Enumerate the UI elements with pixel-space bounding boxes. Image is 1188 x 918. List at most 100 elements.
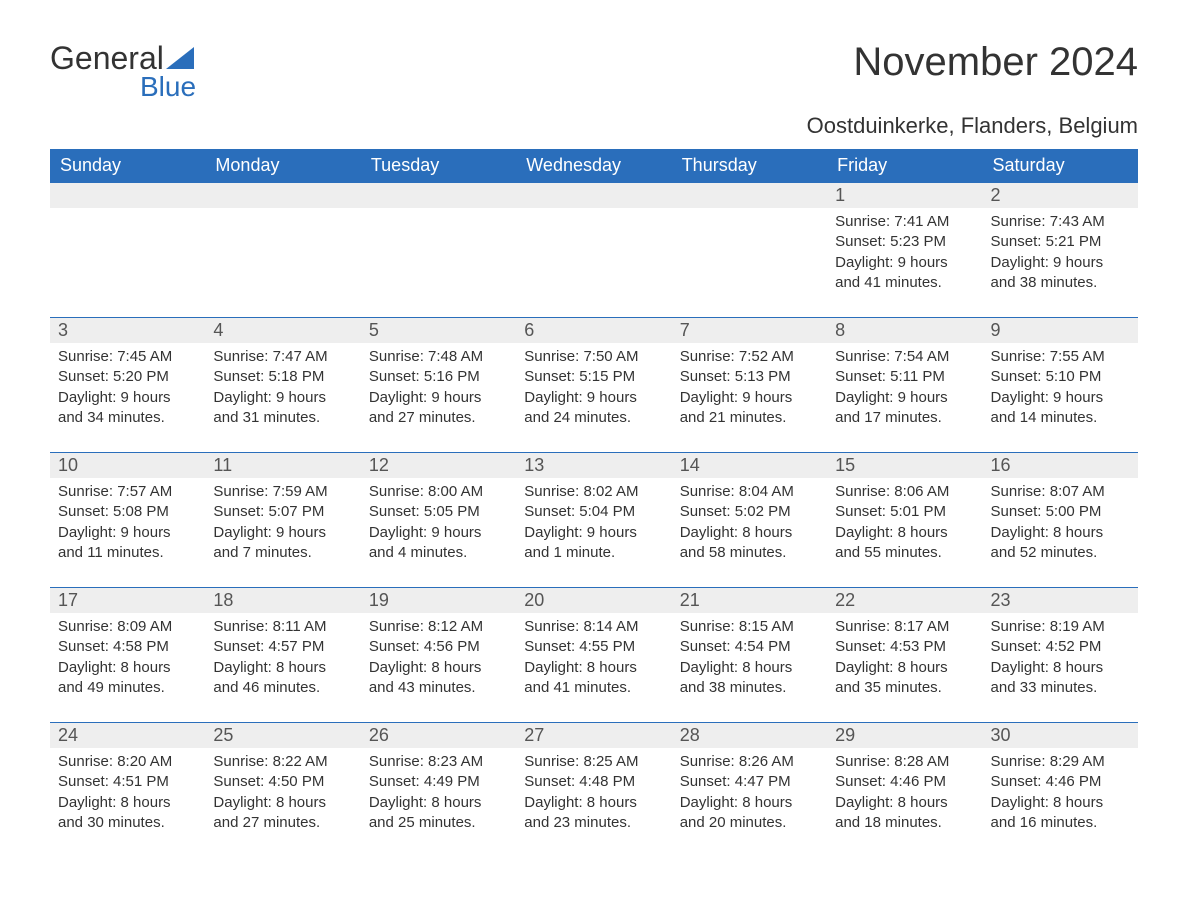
daylight-text-2: and 23 minutes. — [524, 813, 663, 833]
day-content: Sunrise: 8:29 AMSunset: 4:46 PMDaylight:… — [983, 748, 1138, 857]
calendar-cell: 14Sunrise: 8:04 AMSunset: 5:02 PMDayligh… — [672, 453, 827, 588]
sunrise-text: Sunrise: 8:04 AM — [680, 482, 819, 502]
empty-day-content — [516, 208, 671, 236]
sunset-text: Sunset: 4:52 PM — [991, 637, 1130, 657]
sunset-text: Sunset: 5:11 PM — [835, 367, 974, 387]
week-row: 17Sunrise: 8:09 AMSunset: 4:58 PMDayligh… — [50, 588, 1138, 723]
daylight-text-2: and 20 minutes. — [680, 813, 819, 833]
day-content: Sunrise: 8:06 AMSunset: 5:01 PMDaylight:… — [827, 478, 982, 587]
sunset-text: Sunset: 4:56 PM — [369, 637, 508, 657]
sunset-text: Sunset: 4:47 PM — [680, 772, 819, 792]
daylight-text-1: Daylight: 8 hours — [835, 793, 974, 813]
day-number: 17 — [50, 588, 205, 613]
empty-day-content — [361, 208, 516, 236]
sunrise-text: Sunrise: 8:29 AM — [991, 752, 1130, 772]
day-content: Sunrise: 8:20 AMSunset: 4:51 PMDaylight:… — [50, 748, 205, 857]
calendar-cell: 12Sunrise: 8:00 AMSunset: 5:05 PMDayligh… — [361, 453, 516, 588]
daylight-text-2: and 30 minutes. — [58, 813, 197, 833]
day-number: 7 — [672, 318, 827, 343]
calendar-cell — [50, 183, 205, 318]
sunrise-text: Sunrise: 8:19 AM — [991, 617, 1130, 637]
calendar-table: SundayMondayTuesdayWednesdayThursdayFrid… — [50, 149, 1138, 857]
daylight-text-2: and 16 minutes. — [991, 813, 1130, 833]
daylight-text-1: Daylight: 9 hours — [213, 388, 352, 408]
day-content: Sunrise: 7:41 AMSunset: 5:23 PMDaylight:… — [827, 208, 982, 317]
daylight-text-2: and 49 minutes. — [58, 678, 197, 698]
day-number: 30 — [983, 723, 1138, 748]
day-content: Sunrise: 8:15 AMSunset: 4:54 PMDaylight:… — [672, 613, 827, 722]
daylight-text-2: and 46 minutes. — [213, 678, 352, 698]
week-row: 1Sunrise: 7:41 AMSunset: 5:23 PMDaylight… — [50, 183, 1138, 318]
daylight-text-1: Daylight: 8 hours — [58, 793, 197, 813]
sunset-text: Sunset: 4:58 PM — [58, 637, 197, 657]
day-number: 4 — [205, 318, 360, 343]
sunset-text: Sunset: 5:13 PM — [680, 367, 819, 387]
daylight-text-2: and 34 minutes. — [58, 408, 197, 428]
day-content: Sunrise: 8:14 AMSunset: 4:55 PMDaylight:… — [516, 613, 671, 722]
sunrise-text: Sunrise: 7:54 AM — [835, 347, 974, 367]
sunset-text: Sunset: 5:18 PM — [213, 367, 352, 387]
day-content: Sunrise: 8:28 AMSunset: 4:46 PMDaylight:… — [827, 748, 982, 857]
day-header: Monday — [205, 149, 360, 183]
daylight-text-1: Daylight: 9 hours — [58, 523, 197, 543]
daylight-text-1: Daylight: 8 hours — [524, 793, 663, 813]
daylight-text-2: and 27 minutes. — [369, 408, 508, 428]
calendar-cell: 29Sunrise: 8:28 AMSunset: 4:46 PMDayligh… — [827, 723, 982, 858]
daylight-text-1: Daylight: 9 hours — [213, 523, 352, 543]
daylight-text-2: and 38 minutes. — [680, 678, 819, 698]
daylight-text-2: and 52 minutes. — [991, 543, 1130, 563]
sunset-text: Sunset: 4:55 PM — [524, 637, 663, 657]
daylight-text-1: Daylight: 8 hours — [58, 658, 197, 678]
calendar-cell: 23Sunrise: 8:19 AMSunset: 4:52 PMDayligh… — [983, 588, 1138, 723]
day-number: 21 — [672, 588, 827, 613]
day-number: 25 — [205, 723, 360, 748]
day-number: 5 — [361, 318, 516, 343]
location: Oostduinkerke, Flanders, Belgium — [50, 113, 1138, 139]
day-number: 26 — [361, 723, 516, 748]
day-content: Sunrise: 8:09 AMSunset: 4:58 PMDaylight:… — [50, 613, 205, 722]
sunset-text: Sunset: 5:21 PM — [991, 232, 1130, 252]
sunset-text: Sunset: 5:10 PM — [991, 367, 1130, 387]
sunset-text: Sunset: 5:20 PM — [58, 367, 197, 387]
day-content: Sunrise: 8:12 AMSunset: 4:56 PMDaylight:… — [361, 613, 516, 722]
daylight-text-1: Daylight: 8 hours — [991, 793, 1130, 813]
day-header: Thursday — [672, 149, 827, 183]
sunset-text: Sunset: 4:51 PM — [58, 772, 197, 792]
day-content: Sunrise: 7:45 AMSunset: 5:20 PMDaylight:… — [50, 343, 205, 452]
daylight-text-2: and 4 minutes. — [369, 543, 508, 563]
day-content: Sunrise: 8:11 AMSunset: 4:57 PMDaylight:… — [205, 613, 360, 722]
sunrise-text: Sunrise: 8:02 AM — [524, 482, 663, 502]
daylight-text-1: Daylight: 8 hours — [213, 658, 352, 678]
day-number: 20 — [516, 588, 671, 613]
day-header: Friday — [827, 149, 982, 183]
sunrise-text: Sunrise: 8:11 AM — [213, 617, 352, 637]
empty-day-content — [672, 208, 827, 236]
calendar-cell: 5Sunrise: 7:48 AMSunset: 5:16 PMDaylight… — [361, 318, 516, 453]
daylight-text-1: Daylight: 9 hours — [58, 388, 197, 408]
daylight-text-1: Daylight: 8 hours — [680, 793, 819, 813]
daylight-text-1: Daylight: 8 hours — [835, 658, 974, 678]
day-number: 19 — [361, 588, 516, 613]
calendar-cell — [205, 183, 360, 318]
daylight-text-1: Daylight: 9 hours — [835, 388, 974, 408]
day-number: 11 — [205, 453, 360, 478]
sunrise-text: Sunrise: 7:41 AM — [835, 212, 974, 232]
day-number: 1 — [827, 183, 982, 208]
day-header: Wednesday — [516, 149, 671, 183]
day-content: Sunrise: 7:43 AMSunset: 5:21 PMDaylight:… — [983, 208, 1138, 317]
calendar-cell: 17Sunrise: 8:09 AMSunset: 4:58 PMDayligh… — [50, 588, 205, 723]
daylight-text-2: and 43 minutes. — [369, 678, 508, 698]
calendar-cell: 30Sunrise: 8:29 AMSunset: 4:46 PMDayligh… — [983, 723, 1138, 858]
day-number: 14 — [672, 453, 827, 478]
daylight-text-1: Daylight: 9 hours — [369, 388, 508, 408]
empty-day-number — [205, 183, 360, 208]
sunrise-text: Sunrise: 8:20 AM — [58, 752, 197, 772]
month-title: November 2024 — [853, 40, 1138, 85]
empty-day-number — [50, 183, 205, 208]
day-number: 23 — [983, 588, 1138, 613]
daylight-text-2: and 58 minutes. — [680, 543, 819, 563]
daylight-text-1: Daylight: 9 hours — [991, 253, 1130, 273]
daylight-text-2: and 38 minutes. — [991, 273, 1130, 293]
sunset-text: Sunset: 4:53 PM — [835, 637, 974, 657]
sunrise-text: Sunrise: 8:17 AM — [835, 617, 974, 637]
